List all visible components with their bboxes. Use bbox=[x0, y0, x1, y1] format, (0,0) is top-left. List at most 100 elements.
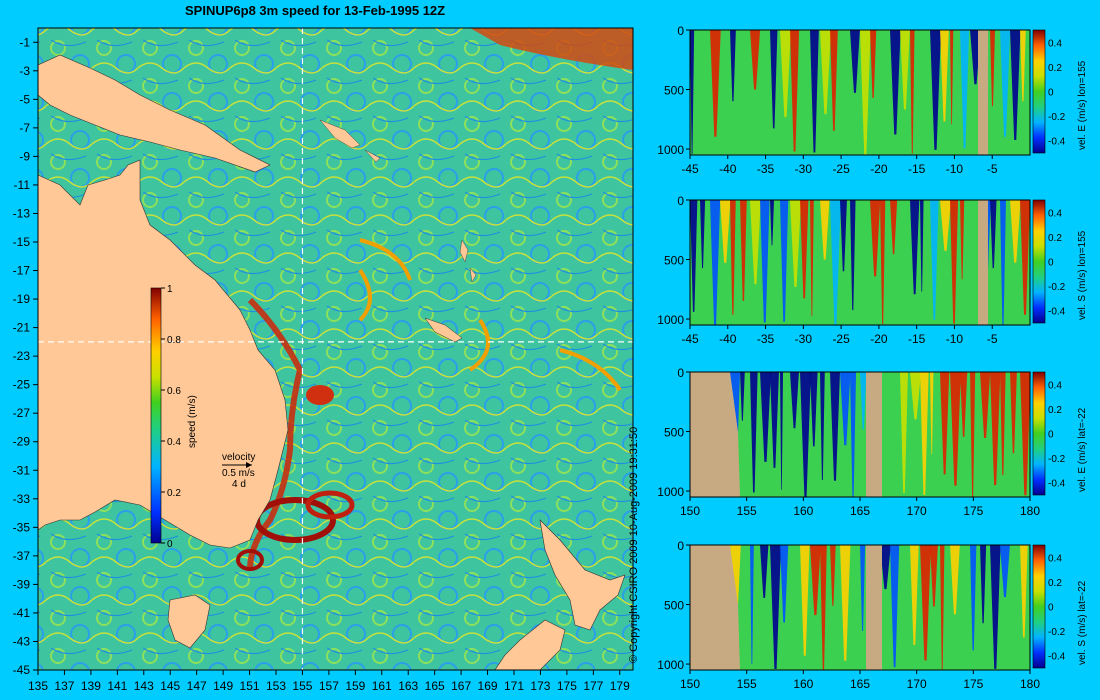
section-colorbar-tick-label: 0.2 bbox=[1048, 578, 1062, 589]
vertical-sections: -45 -40 -35 -30 -25 -20 -15 -10 -5 0 500 1000 0.4 0.2… bbox=[657, 24, 1088, 691]
section-x-tick-label: 175 bbox=[963, 504, 983, 518]
section-jet bbox=[690, 30, 695, 155]
section-jet bbox=[940, 200, 951, 251]
section-jet bbox=[720, 200, 731, 263]
section-jet bbox=[900, 30, 910, 110]
lon-tick-label: 159 bbox=[345, 679, 365, 693]
section-y-tick-label: 0 bbox=[677, 366, 684, 380]
section-colorbar bbox=[1032, 371, 1046, 496]
section-jet bbox=[970, 545, 977, 651]
section-jet bbox=[990, 545, 1001, 669]
section-colorbar-tick-label: -0.2 bbox=[1048, 627, 1066, 638]
lat-tick-label: -11 bbox=[14, 178, 31, 192]
section-jet bbox=[910, 372, 921, 420]
section-field bbox=[690, 545, 1030, 670]
map-latitude-axis: -1 -3 -5 -7 -9 -11 -13 -15 -17 -19 -21 -23 -25 -27 -29… bbox=[13, 35, 38, 677]
land-new-guinea bbox=[37, 54, 271, 173]
warm-eddy bbox=[236, 549, 264, 571]
section-x-tick-label: -20 bbox=[870, 332, 888, 346]
lon-tick-label: 179 bbox=[610, 679, 630, 693]
section-jet bbox=[930, 372, 934, 455]
section-jet bbox=[730, 30, 736, 102]
lon-tick-label: 143 bbox=[134, 679, 154, 693]
lat-tick-label: -15 bbox=[13, 235, 31, 249]
section-jet bbox=[770, 200, 775, 246]
section-x-tick-label: 170 bbox=[907, 504, 927, 518]
section-jet bbox=[830, 30, 838, 131]
section-jet bbox=[790, 30, 800, 152]
lon-tick-label: 153 bbox=[266, 679, 286, 693]
section-jet bbox=[810, 200, 814, 317]
lat-tick-label: -41 bbox=[13, 606, 31, 620]
lat-tick-label: -7 bbox=[19, 121, 30, 135]
section-panel-vel-s-lon155: -45 -40 -35 -30 -25 -20 -15 -10 -5 0 500 1000 0.4 0.2… bbox=[657, 194, 1088, 346]
crosshair bbox=[38, 28, 633, 670]
lon-tick-label: 163 bbox=[398, 679, 418, 693]
speed-colorbar-tick-label: 0.2 bbox=[167, 488, 181, 499]
copyright-stamp: © Copyright CSIRO 2009 10-Aug-2009 19:31… bbox=[628, 426, 640, 663]
section-jet bbox=[820, 30, 831, 115]
section-jet bbox=[880, 200, 886, 325]
section-colorbar-tick-label: 0 bbox=[1048, 258, 1054, 269]
section-x-tick-label: -15 bbox=[908, 332, 926, 346]
section-x-tick-label: -15 bbox=[908, 162, 926, 176]
lon-tick-label: 149 bbox=[213, 679, 233, 693]
section-jet bbox=[820, 372, 825, 481]
section-jet bbox=[1000, 545, 1010, 598]
section-land bbox=[978, 200, 988, 325]
lat-tick-label: -33 bbox=[13, 492, 31, 506]
section-jet bbox=[1020, 545, 1028, 638]
section-colorbar-tick-label: 0.4 bbox=[1048, 380, 1062, 391]
lat-tick-label: -9 bbox=[19, 149, 30, 163]
section-land bbox=[866, 545, 882, 670]
section-jet bbox=[950, 372, 961, 486]
speed-colorbar-tick-label: 1 bbox=[167, 284, 173, 295]
section-jet bbox=[860, 545, 866, 632]
section-x-tick-label: -5 bbox=[987, 332, 998, 346]
section-colorbar-tick-label: 0 bbox=[1048, 603, 1054, 614]
section-jet bbox=[950, 545, 960, 615]
section-jet bbox=[930, 200, 939, 320]
section-colorbar-tick-label: -0.4 bbox=[1048, 307, 1066, 318]
section-jet bbox=[690, 200, 698, 312]
speed-colorbar bbox=[150, 287, 162, 544]
section-jet bbox=[850, 372, 857, 497]
section-field bbox=[690, 200, 1030, 325]
section-jet bbox=[920, 545, 931, 661]
section-jet bbox=[760, 545, 769, 598]
section-jet bbox=[1000, 372, 1006, 476]
speed-colorbar-tick-label: 0.4 bbox=[167, 437, 181, 448]
land-new-zealand-south bbox=[494, 619, 566, 671]
section-x-tick-label: -10 bbox=[946, 332, 964, 346]
section-jet bbox=[840, 200, 847, 272]
section-y-tick-label: 500 bbox=[664, 599, 684, 613]
section-jet bbox=[700, 200, 706, 269]
lon-tick-label: 167 bbox=[451, 679, 471, 693]
section-jet bbox=[1000, 30, 1011, 137]
section-y-tick-label: 500 bbox=[664, 426, 684, 440]
section-jet bbox=[770, 545, 781, 669]
section-jet bbox=[960, 372, 968, 437]
land-tasmania bbox=[167, 594, 211, 649]
section-x-tick-label: 180 bbox=[1020, 504, 1040, 518]
section-jet bbox=[780, 372, 784, 490]
section-panel-vel-s-lat22: 150 155 160 165 170 175 180 0 500 1000 0.4 0.2 0 -0.2… bbox=[657, 539, 1088, 691]
speed-colorbar-ticks: 1 0.8 0.6 0.4 0.2 0 bbox=[161, 284, 181, 550]
section-jet bbox=[880, 545, 891, 590]
section-jet bbox=[960, 30, 970, 149]
lat-tick-label: -13 bbox=[13, 206, 31, 220]
section-colorbar-tick-label: 0.2 bbox=[1048, 63, 1062, 74]
lat-tick-label: -45 bbox=[13, 663, 31, 677]
lat-tick-label: -31 bbox=[13, 463, 31, 477]
speed-colorbar-tick-label: 0.8 bbox=[167, 335, 181, 346]
section-x-tick-label: -45 bbox=[681, 162, 699, 176]
section-jet bbox=[810, 545, 821, 616]
section-jet bbox=[1020, 200, 1031, 315]
section-x-tick-label: 155 bbox=[737, 677, 757, 691]
section-y-tick-label: 1000 bbox=[657, 658, 684, 672]
section-jet bbox=[910, 545, 919, 645]
speed-colorbar-label: speed (m/s) bbox=[187, 395, 198, 448]
section-land bbox=[866, 372, 882, 497]
section-jet bbox=[890, 200, 898, 255]
section-x-tick-label: 150 bbox=[680, 677, 700, 691]
